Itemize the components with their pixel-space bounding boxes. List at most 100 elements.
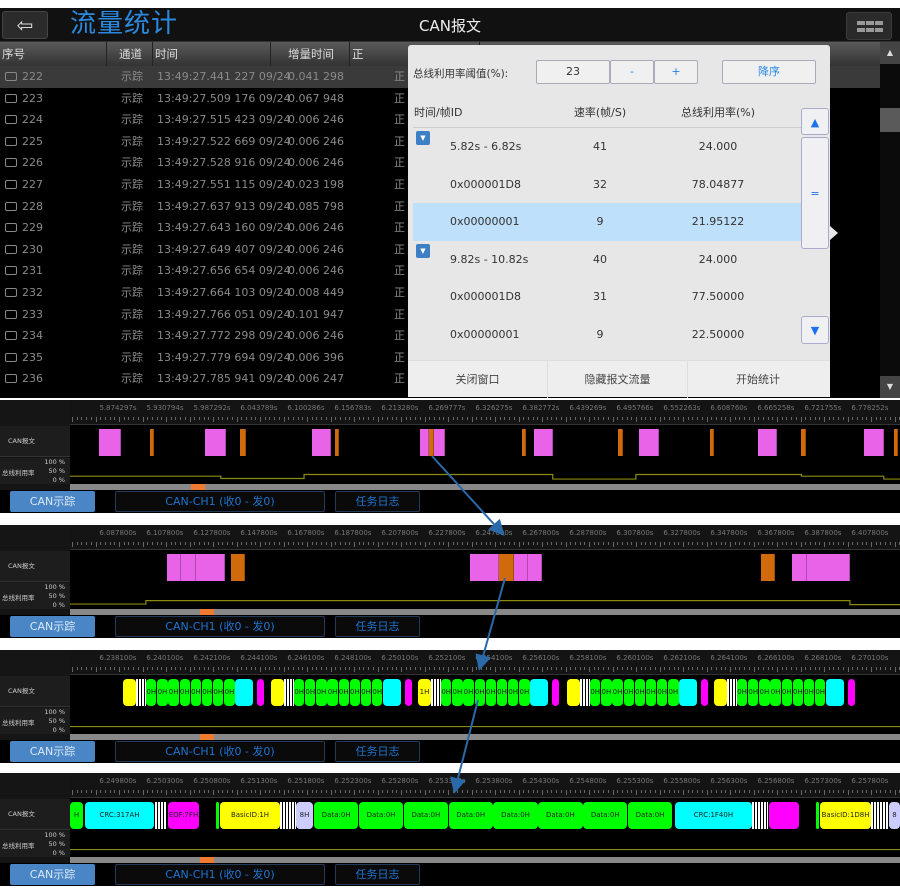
frame-segment[interactable]: 0H <box>293 679 305 706</box>
threshold-input[interactable]: 23 <box>536 60 610 84</box>
task-log-button[interactable]: 任务日志 <box>335 864 420 885</box>
frame-segment[interactable]: Data:0H <box>358 802 404 829</box>
frame-segment[interactable]: Data:0H <box>314 802 359 829</box>
frame-segment[interactable]: 0H <box>496 679 508 706</box>
can-trace-button[interactable]: CAN示踪 <box>10 491 95 512</box>
decrement-button[interactable]: - <box>610 60 654 84</box>
frame-segment[interactable] <box>726 679 737 706</box>
frame-segment[interactable]: Data:0H <box>538 802 583 829</box>
scroll-thumb[interactable] <box>880 108 900 132</box>
sort-descending-button[interactable]: 降序 <box>722 60 816 84</box>
timeline-scrollbar[interactable] <box>70 857 900 863</box>
frame-segment[interactable] <box>617 429 623 456</box>
timeline-scrollbar[interactable] <box>70 734 900 740</box>
list-scroll-down-button[interactable]: ▼ <box>801 316 829 344</box>
frame-segment[interactable] <box>235 679 254 706</box>
frame-segment[interactable]: 0H <box>372 679 383 706</box>
frame-segment[interactable]: 0H <box>201 679 213 706</box>
table-row[interactable]: 226 示踪 13:49:27.528 916 09/24 0.006 246 … <box>0 152 880 174</box>
frame-segment[interactable]: H <box>70 802 83 829</box>
table-row[interactable]: 235 示踪 13:49:27.779 694 09/24 0.006 396 … <box>0 347 880 369</box>
frame-segment[interactable]: 0H <box>519 679 530 706</box>
frame-segment[interactable] <box>521 429 527 456</box>
can-channel-button[interactable]: CAN-CH1 (收0 - 发0) <box>115 864 325 885</box>
frame-segment[interactable]: CRC:1F40H <box>674 802 752 829</box>
frame-segment[interactable] <box>791 554 807 581</box>
frame-segment[interactable]: 0H <box>485 679 497 706</box>
frame-segment[interactable]: 0H <box>146 679 157 706</box>
table-scrollbar[interactable]: ▲ ▼ <box>880 42 900 398</box>
timeline-scroll-thumb[interactable] <box>200 734 214 740</box>
close-window-button[interactable]: 关闭窗口 <box>408 361 548 398</box>
timeline-scroll-thumb[interactable] <box>200 857 214 863</box>
timeline-scroll-thumb[interactable] <box>191 484 205 490</box>
frame-segment[interactable]: Data:0H <box>448 802 493 829</box>
table-row[interactable]: 227 示踪 13:49:27.551 115 09/24 0.023 198 … <box>0 174 880 196</box>
table-row[interactable]: 229 示踪 13:49:27.643 160 09/24 0.006 246 … <box>0 217 880 239</box>
frame-segment[interactable] <box>768 802 799 829</box>
table-row[interactable]: 223 示踪 13:49:27.509 176 09/24 0.067 948 … <box>0 88 880 110</box>
frame-segment[interactable] <box>311 429 332 456</box>
frame-segment[interactable]: EOF:7FH <box>168 802 199 829</box>
table-row[interactable]: 224 示踪 13:49:27.515 423 09/24 0.006 246 … <box>0 109 880 131</box>
can-channel-button[interactable]: CAN-CH1 (收0 - 发0) <box>115 741 325 762</box>
hide-traffic-button[interactable]: 隐藏报文流量 <box>548 361 688 398</box>
frame-segment[interactable] <box>530 679 548 706</box>
stats-row[interactable]: 0x000001D8 32 78.04877 <box>413 166 801 204</box>
can-channel-button[interactable]: CAN-CH1 (收0 - 发0) <box>115 616 325 637</box>
frame-segment[interactable]: Data:0H <box>493 802 538 829</box>
frame-segment[interactable]: 0H <box>349 679 361 706</box>
timeline-scrollbar[interactable] <box>70 484 900 490</box>
frame-segment[interactable]: 0H <box>508 679 519 706</box>
frame-segment[interactable] <box>513 554 528 581</box>
frame-segment[interactable] <box>816 802 820 829</box>
frame-segment[interactable] <box>270 679 284 706</box>
frame-segment[interactable] <box>257 679 265 706</box>
frame-segment[interactable]: 1H <box>418 679 431 706</box>
table-row[interactable]: 234 示踪 13:49:27.772 298 09/24 0.006 246 … <box>0 325 880 347</box>
time-ruler[interactable] <box>70 400 900 425</box>
frame-segment[interactable] <box>863 429 884 456</box>
frame-segment[interactable] <box>167 554 181 581</box>
frame-segment[interactable]: 0H <box>338 679 349 706</box>
frame-segment[interactable] <box>404 679 412 706</box>
frame-segment[interactable]: 0H <box>213 679 224 706</box>
frame-segment[interactable] <box>230 554 246 581</box>
frame-segment[interactable] <box>551 679 560 706</box>
stats-row[interactable]: 0x00000001 9 22.50000 <box>413 316 801 354</box>
table-row[interactable]: 225 示踪 13:49:27.522 669 09/24 0.006 246 … <box>0 131 880 153</box>
frame-segment[interactable]: 8H <box>295 802 313 829</box>
frame-segment[interactable] <box>760 554 775 581</box>
frame-segment[interactable]: 0H <box>190 679 202 706</box>
frame-segment[interactable] <box>428 429 434 456</box>
expand-toggle-icon[interactable]: ▼ <box>416 131 430 145</box>
frame-segment[interactable] <box>433 429 445 456</box>
frame-segment[interactable]: 0H <box>748 679 759 706</box>
frame-segment[interactable] <box>847 679 855 706</box>
frame-segment[interactable] <box>154 802 167 829</box>
frame-segment[interactable]: 0H <box>316 679 327 706</box>
stats-row[interactable]: 0x000001D8 31 77.50000 <box>413 278 801 316</box>
frame-segment[interactable]: 0H <box>792 679 804 706</box>
frame-segment[interactable]: BasicID:1H <box>220 802 280 829</box>
frame-segment[interactable] <box>334 429 339 456</box>
frame-segment[interactable] <box>826 679 844 706</box>
back-button[interactable]: ⇦ <box>2 11 48 39</box>
frame-segment[interactable] <box>215 802 219 829</box>
frame-segment[interactable] <box>98 429 122 456</box>
frame-segment[interactable]: 0H <box>759 679 770 706</box>
list-scroll-up-button[interactable]: ▲ <box>801 108 829 135</box>
frame-segment[interactable] <box>123 679 137 706</box>
frame-segment[interactable]: 0H <box>668 679 679 706</box>
task-log-button[interactable]: 任务日志 <box>335 616 420 637</box>
can-channel-button[interactable]: CAN-CH1 (收0 - 发0) <box>115 491 325 512</box>
column-header[interactable]: 增量时间 <box>271 42 350 66</box>
frame-segment[interactable] <box>499 554 514 581</box>
frame-segment[interactable] <box>528 554 543 581</box>
stats-group-row[interactable]: ▼ 5.82s - 6.82s 41 24.000 <box>413 128 801 166</box>
task-log-button[interactable]: 任务日志 <box>335 741 420 762</box>
column-header[interactable]: 序号 <box>0 42 107 66</box>
frame-segment[interactable] <box>283 679 294 706</box>
frame-segment[interactable]: 0H <box>224 679 235 706</box>
task-log-button[interactable]: 任务日志 <box>335 491 420 512</box>
